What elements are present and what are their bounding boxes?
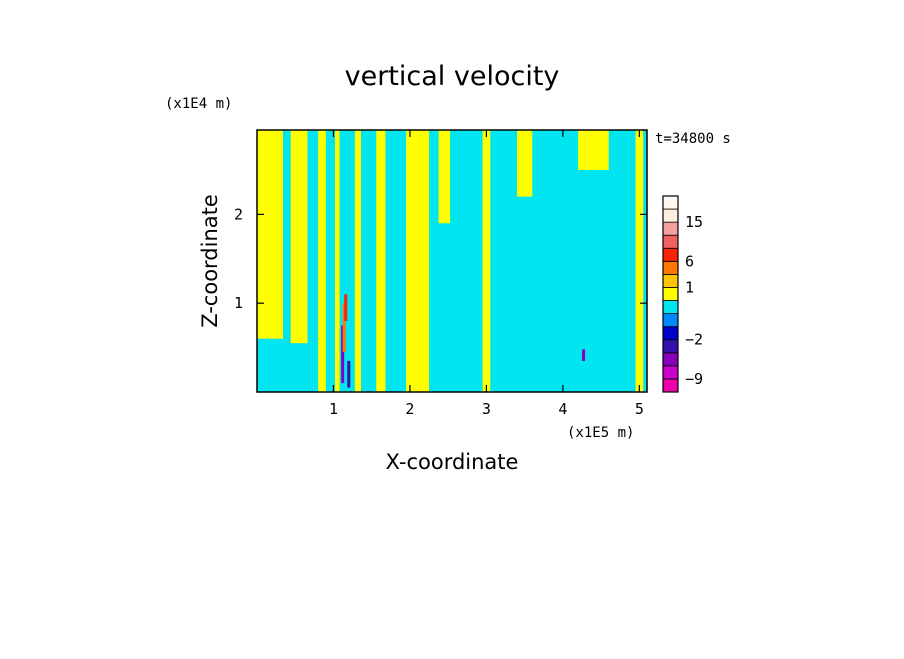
colorbar-swatch-9 <box>663 261 678 274</box>
chart-title: vertical velocity <box>345 61 560 92</box>
chart-root: vertical velocity (x1E4 m) t=34800 s 1 2 3… <box>0 0 904 654</box>
updraft-band-11 <box>636 130 644 392</box>
updraft-band-7 <box>439 130 450 223</box>
updraft-band-6 <box>406 130 429 392</box>
colorbar-swatch-8 <box>663 274 678 287</box>
y-axis-title: Z-coordinate <box>198 194 222 328</box>
x-tick-label-4: 5 <box>635 400 644 418</box>
updraft-band-8 <box>483 130 491 392</box>
downdraft-core-14 <box>582 349 585 361</box>
updraft-core-16 <box>344 294 347 321</box>
colorbar-swatch-7 <box>663 287 678 300</box>
colorbar-swatch-5 <box>663 314 678 327</box>
y-unit-label: (x1E4 m) <box>165 96 232 112</box>
colorbar-label-2: 1 <box>685 278 694 296</box>
updraft-band-1 <box>291 130 308 343</box>
updraft-band-2 <box>318 130 326 392</box>
x-tick-label-2: 3 <box>482 400 491 418</box>
x-unit-label: (x1E5 m) <box>567 425 634 441</box>
colorbar-label-4: 15 <box>685 213 703 231</box>
colorbar-swatch-3 <box>663 340 678 353</box>
colorbar-label-0: −9 <box>685 370 703 388</box>
colorbar-swatch-2 <box>663 353 678 366</box>
vertical-velocity-chart: vertical velocity (x1E4 m) t=34800 s 1 2 3… <box>0 0 904 654</box>
colorbar-label-3: 6 <box>685 252 694 270</box>
time-label: t=34800 s <box>655 131 731 147</box>
x-tick-label-0: 1 <box>329 400 338 418</box>
colorbar-swatch-10 <box>663 248 678 261</box>
colorbar: −9 −2 1 6 15 <box>663 196 703 392</box>
colorbar-swatch-0 <box>663 379 678 392</box>
colorbar-swatch-11 <box>663 235 678 248</box>
colorbar-swatch-4 <box>663 327 678 340</box>
y-tick-label-0: 1 <box>234 294 243 312</box>
x-tick-label-3: 4 <box>558 400 567 418</box>
x-tick-label-1: 2 <box>405 400 414 418</box>
updraft-band-9 <box>517 130 532 197</box>
updraft-band-4 <box>355 130 361 392</box>
x-axis-title: X-coordinate <box>386 450 519 474</box>
colorbar-swatch-12 <box>663 222 678 235</box>
y-tick-label-1: 2 <box>234 205 243 223</box>
plot-area <box>254 130 647 392</box>
colorbar-swatch-6 <box>663 301 678 314</box>
colorbar-swatch-13 <box>663 209 678 222</box>
updraft-band-3 <box>335 130 340 392</box>
updraft-band-10 <box>578 130 609 170</box>
downdraft-core-13 <box>347 361 350 388</box>
colorbar-label-1: −2 <box>685 331 703 349</box>
colorbar-swatch-14 <box>663 196 678 209</box>
updraft-band-5 <box>376 130 385 392</box>
colorbar-swatch-1 <box>663 366 678 379</box>
updraft-band-0 <box>254 130 283 339</box>
